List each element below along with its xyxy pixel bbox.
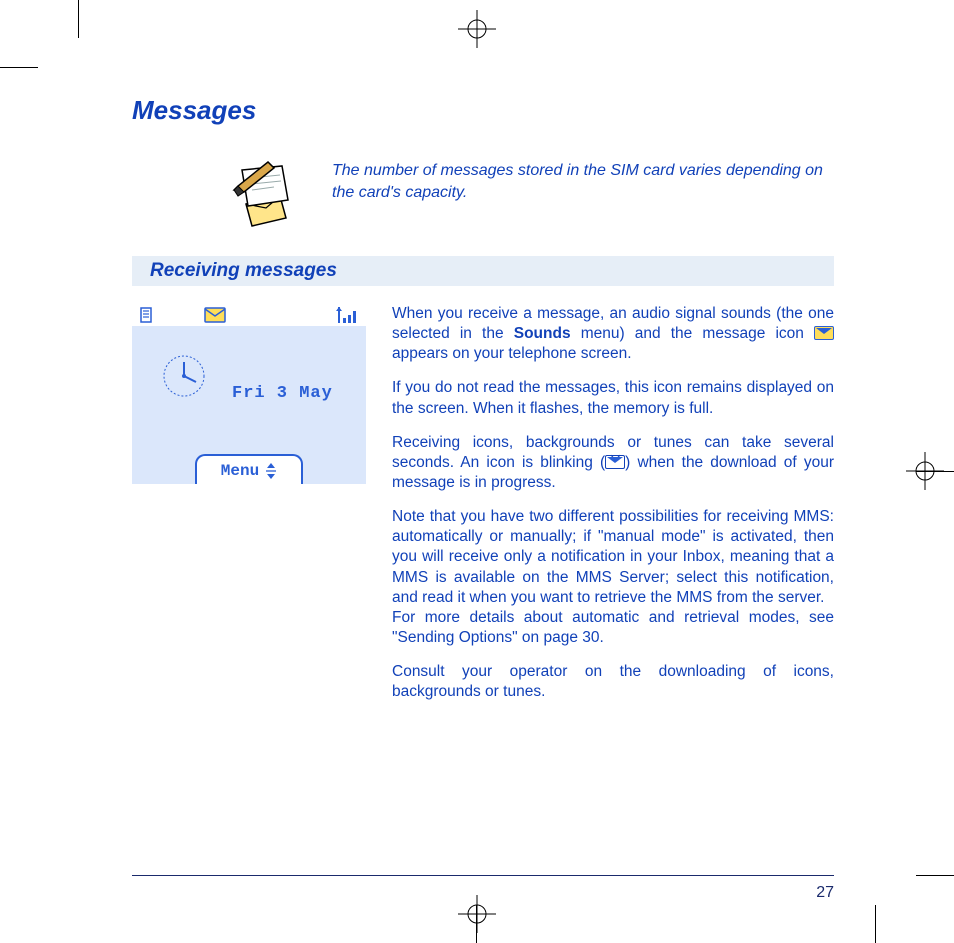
battery-icon xyxy=(138,306,156,324)
body-text: When you receive a message, an audio sig… xyxy=(392,304,834,716)
paragraph: If you do not read the messages, this ic… xyxy=(392,378,834,418)
paragraph: For more details about automatic and ret… xyxy=(392,608,834,648)
crop-mark xyxy=(875,905,876,943)
paragraph: Consult your operator on the downloading… xyxy=(392,662,834,702)
envelope-icon xyxy=(814,326,834,340)
phone-date: Fri 3 May xyxy=(232,384,333,403)
crop-mark xyxy=(0,67,38,68)
download-message-icon xyxy=(605,455,625,469)
paragraph: Receiving icons, backgrounds or tunes ca… xyxy=(392,433,834,493)
section-heading: Receiving messages xyxy=(132,256,834,286)
footer-rule xyxy=(132,875,834,876)
page-title: Messages xyxy=(132,95,834,126)
signal-icon xyxy=(336,306,360,324)
message-icon xyxy=(204,306,226,324)
crop-mark xyxy=(78,0,79,38)
updown-icon xyxy=(265,462,277,480)
paragraph: Note that you have two different possibi… xyxy=(392,507,834,608)
phone-menu-label: Menu xyxy=(221,462,259,480)
section-body: Fri 3 May Menu When you receive a messag… xyxy=(132,304,834,716)
crop-mark xyxy=(916,875,954,876)
note-text: The number of messages stored in the SIM… xyxy=(332,156,834,203)
registration-mark xyxy=(458,895,496,933)
text-bold: Sounds xyxy=(514,325,571,342)
clock-icon xyxy=(156,348,212,404)
content-area: Messages The number of messages sto xyxy=(132,95,834,716)
phone-screenshot: Fri 3 May Menu xyxy=(132,304,366,716)
note-row: The number of messages stored in the SIM… xyxy=(132,156,834,236)
text: appears on your telephone screen. xyxy=(392,345,632,362)
note-icon xyxy=(224,156,304,236)
phone-menu-button: Menu xyxy=(195,454,303,484)
phone-status-bar xyxy=(132,304,366,326)
registration-mark xyxy=(458,10,496,48)
registration-mark xyxy=(906,452,944,490)
paragraph: When you receive a message, an audio sig… xyxy=(392,304,834,364)
manual-page: Messages The number of messages sto xyxy=(0,0,954,943)
page-number: 27 xyxy=(816,884,834,902)
text: menu) and the message icon xyxy=(571,325,814,342)
